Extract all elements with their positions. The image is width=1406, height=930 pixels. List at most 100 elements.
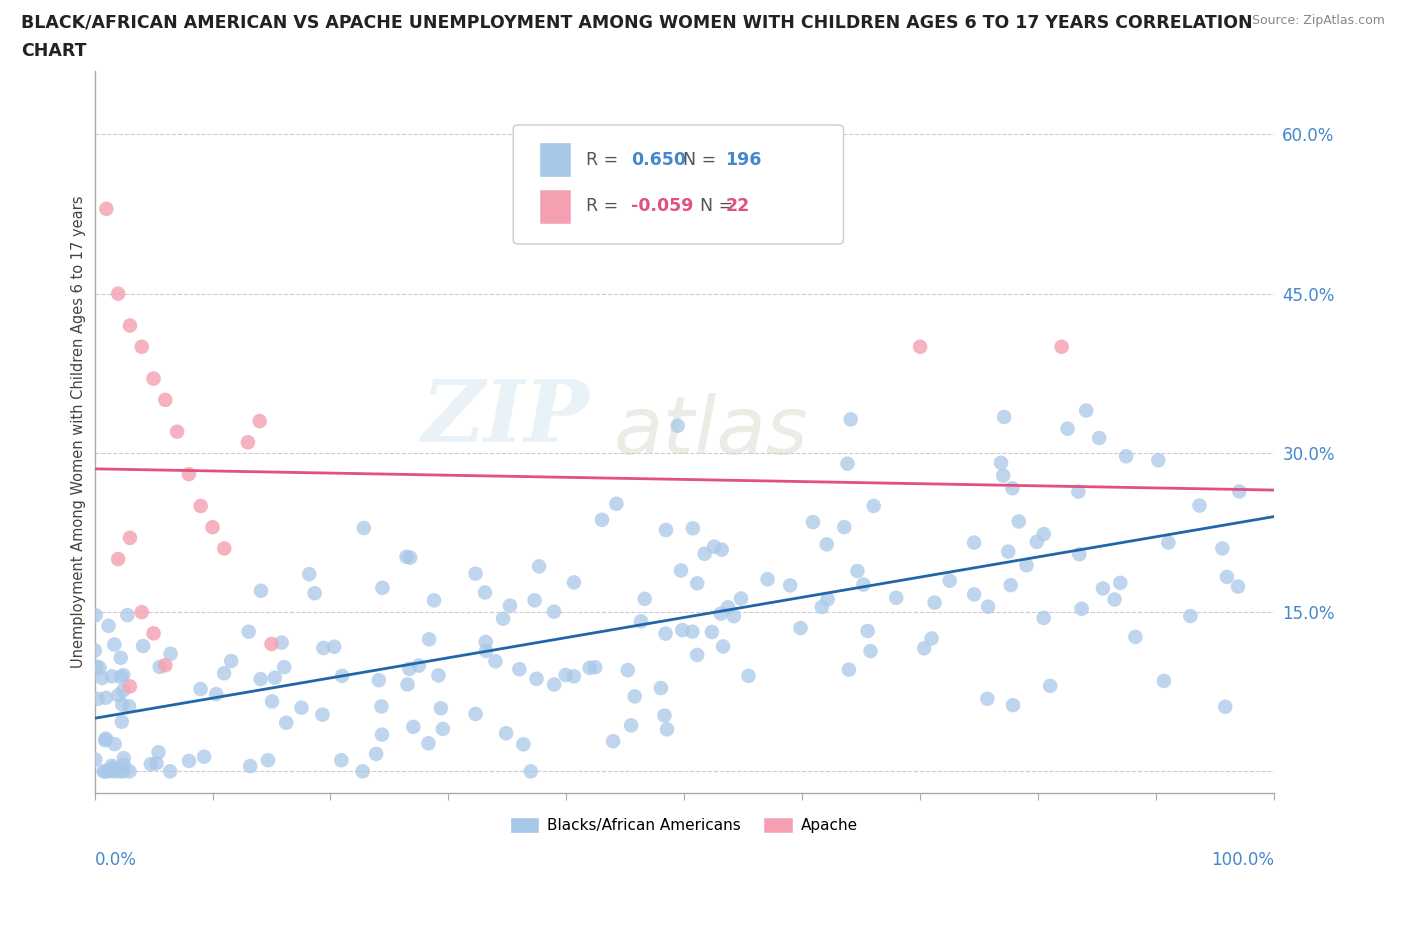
Point [139, 757, 162, 772]
Point [475, 644, 498, 658]
Point [260, 636, 283, 651]
Point [779, 578, 801, 592]
Point [856, 624, 879, 639]
Point [304, 586, 326, 601]
Point [963, 587, 986, 602]
Point [112, 668, 135, 683]
Point [1056, 421, 1078, 436]
Point [1227, 579, 1250, 594]
Text: 22: 22 [725, 197, 749, 216]
Point [710, 542, 733, 557]
Point [526, 671, 548, 686]
Point [118, 530, 141, 545]
Point [298, 566, 321, 581]
Point [801, 514, 824, 529]
Point [117, 607, 139, 622]
Point [617, 663, 640, 678]
Point [623, 689, 645, 704]
Text: 100.0%: 100.0% [1211, 851, 1274, 869]
Point [110, 670, 132, 684]
Point [107, 286, 129, 301]
Point [110, 650, 132, 665]
Point [418, 736, 440, 751]
Point [1109, 576, 1132, 591]
Point [527, 559, 550, 574]
Point [371, 727, 394, 742]
Point [236, 435, 259, 450]
Point [997, 544, 1019, 559]
Point [464, 707, 486, 722]
Point [263, 671, 285, 685]
Point [159, 764, 181, 778]
Point [1115, 449, 1137, 464]
Point [118, 679, 141, 694]
Point [87, 692, 110, 707]
Text: CHART: CHART [21, 42, 87, 60]
Point [214, 541, 236, 556]
Point [1032, 526, 1054, 541]
Point [149, 659, 172, 674]
Point [543, 677, 565, 692]
Point [101, 669, 124, 684]
Text: 0.650: 0.650 [631, 151, 686, 168]
Point [464, 566, 486, 581]
Point [921, 631, 943, 646]
Point [512, 737, 534, 751]
Point [432, 722, 454, 737]
Text: ZIP: ZIP [422, 376, 591, 459]
Point [89, 660, 111, 675]
Point [474, 585, 496, 600]
Point [219, 654, 242, 669]
Point [703, 539, 725, 554]
Point [846, 564, 869, 578]
Point [366, 747, 388, 762]
Point [650, 681, 672, 696]
Point [103, 764, 125, 778]
Point [562, 575, 585, 590]
Point [112, 751, 135, 765]
Point [671, 623, 693, 638]
Point [427, 668, 450, 683]
Point [655, 722, 678, 737]
Point [159, 646, 181, 661]
Text: BLACK/AFRICAN AMERICAN VS APACHE UNEMPLOYMENT AMONG WOMEN WITH CHILDREN AGES 6 T: BLACK/AFRICAN AMERICAN VS APACHE UNEMPLO… [21, 14, 1253, 32]
Point [142, 371, 165, 386]
Point [1125, 630, 1147, 644]
Point [859, 644, 882, 658]
Point [837, 457, 859, 472]
Point [353, 521, 375, 536]
Text: R =: R = [586, 151, 619, 168]
Point [84, 608, 107, 623]
Point [681, 624, 703, 639]
Point [111, 698, 134, 712]
Point [993, 468, 1015, 483]
Point [884, 591, 907, 605]
Point [1032, 610, 1054, 625]
Point [630, 614, 652, 629]
Point [166, 424, 188, 439]
Point [1008, 514, 1031, 529]
Point [1088, 431, 1111, 445]
Point [669, 563, 692, 578]
Point [484, 654, 506, 669]
Point [212, 666, 235, 681]
Point [145, 756, 167, 771]
Point [418, 631, 440, 646]
Point [398, 661, 420, 676]
Point [270, 635, 292, 650]
Point [97, 764, 120, 778]
Point [1213, 699, 1236, 714]
Point [499, 598, 522, 613]
Legend: Blacks/African Americans, Apache: Blacks/African Americans, Apache [505, 812, 863, 839]
Point [155, 392, 177, 407]
Point [976, 691, 998, 706]
Point [94, 731, 117, 746]
Point [519, 764, 541, 778]
Point [118, 764, 141, 778]
Point [177, 753, 200, 768]
Point [1001, 698, 1024, 712]
Point [1180, 608, 1202, 623]
Point [710, 606, 733, 621]
FancyBboxPatch shape [513, 125, 844, 244]
Point [402, 720, 425, 735]
